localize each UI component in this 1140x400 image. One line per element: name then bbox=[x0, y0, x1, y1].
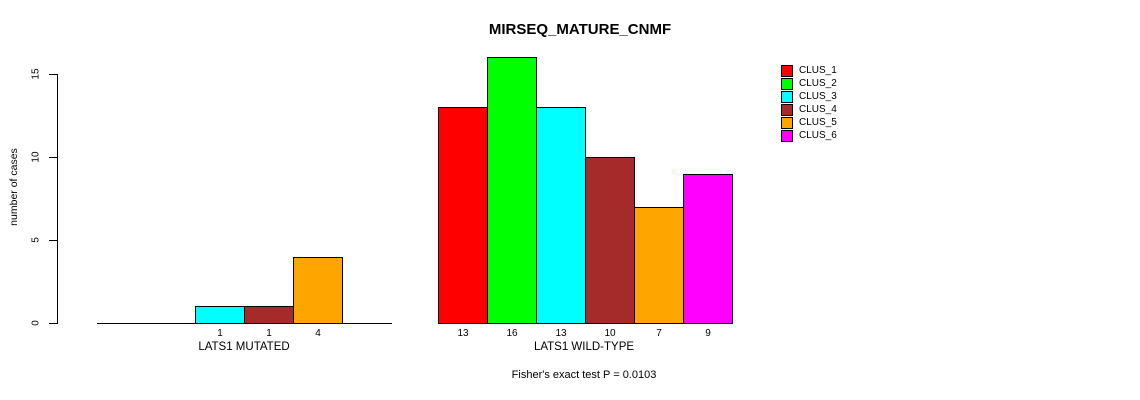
legend-label: CLUS_5 bbox=[799, 117, 837, 128]
y-tick-mark bbox=[49, 240, 57, 241]
legend-label: CLUS_2 bbox=[799, 78, 837, 89]
legend-swatch-clus-4 bbox=[781, 103, 793, 116]
y-tick-label: 15 bbox=[30, 68, 42, 80]
legend-swatch-clus-2 bbox=[781, 77, 793, 90]
bar-value-label: 16 bbox=[506, 328, 518, 339]
bar-value-label: 13 bbox=[457, 328, 469, 339]
bar-clus_3 bbox=[195, 306, 245, 324]
legend-row: CLUS_5 bbox=[781, 116, 837, 129]
bar-clus_3 bbox=[536, 107, 586, 324]
legend-label: CLUS_1 bbox=[799, 65, 837, 76]
y-tick-mark bbox=[49, 323, 57, 324]
bar-value-label: 10 bbox=[604, 328, 616, 339]
legend-row: CLUS_2 bbox=[781, 77, 837, 90]
legend-label: CLUS_4 bbox=[799, 104, 837, 115]
legend-row: CLUS_3 bbox=[781, 90, 837, 103]
bar-value-label: 13 bbox=[555, 328, 567, 339]
legend-swatch-clus-3 bbox=[781, 90, 793, 103]
legend-swatch-clus-5 bbox=[781, 116, 793, 129]
bar-clus_5 bbox=[634, 207, 684, 324]
legend-swatch-clus-6 bbox=[781, 129, 793, 142]
x-group-label-mutated: LATS1 MUTATED bbox=[198, 341, 290, 353]
fisher-test-annotation: Fisher's exact test P = 0.0103 bbox=[511, 369, 657, 381]
y-tick-label: 10 bbox=[30, 151, 42, 163]
bar-value-label: 4 bbox=[315, 328, 321, 339]
bar-clus_6 bbox=[683, 174, 733, 324]
x-group-label-wildtype: LATS1 WILD-TYPE bbox=[533, 341, 635, 353]
bar-value-label: 1 bbox=[217, 328, 223, 339]
bar-value-label: 9 bbox=[705, 328, 711, 339]
legend-label: CLUS_3 bbox=[799, 91, 837, 102]
bar-clus_1 bbox=[438, 107, 488, 324]
bar-clus_4 bbox=[585, 157, 635, 324]
y-tick-mark bbox=[49, 74, 57, 75]
bar-clus_4 bbox=[244, 306, 294, 324]
bar-value-label: 1 bbox=[266, 328, 272, 339]
y-tick-mark bbox=[49, 157, 57, 158]
legend-swatch-clus-1 bbox=[781, 64, 793, 77]
bar-value-label: 7 bbox=[656, 328, 662, 339]
legend-label: CLUS_6 bbox=[799, 130, 837, 141]
y-tick-label: 0 bbox=[30, 320, 42, 326]
y-axis-label: number of cases bbox=[8, 148, 20, 226]
y-tick-label: 5 bbox=[30, 237, 42, 243]
legend: CLUS_1 CLUS_2 CLUS_3 CLUS_4 CLUS_5 CLUS_… bbox=[781, 64, 837, 142]
legend-row: CLUS_1 bbox=[781, 64, 837, 77]
legend-row: CLUS_4 bbox=[781, 103, 837, 116]
legend-row: CLUS_6 bbox=[781, 129, 837, 142]
bar-clus_5 bbox=[293, 257, 343, 324]
chart-title: MIRSEQ_MATURE_CNMF bbox=[488, 21, 672, 38]
y-axis-line bbox=[57, 74, 58, 324]
bar-clus_2 bbox=[487, 57, 537, 324]
